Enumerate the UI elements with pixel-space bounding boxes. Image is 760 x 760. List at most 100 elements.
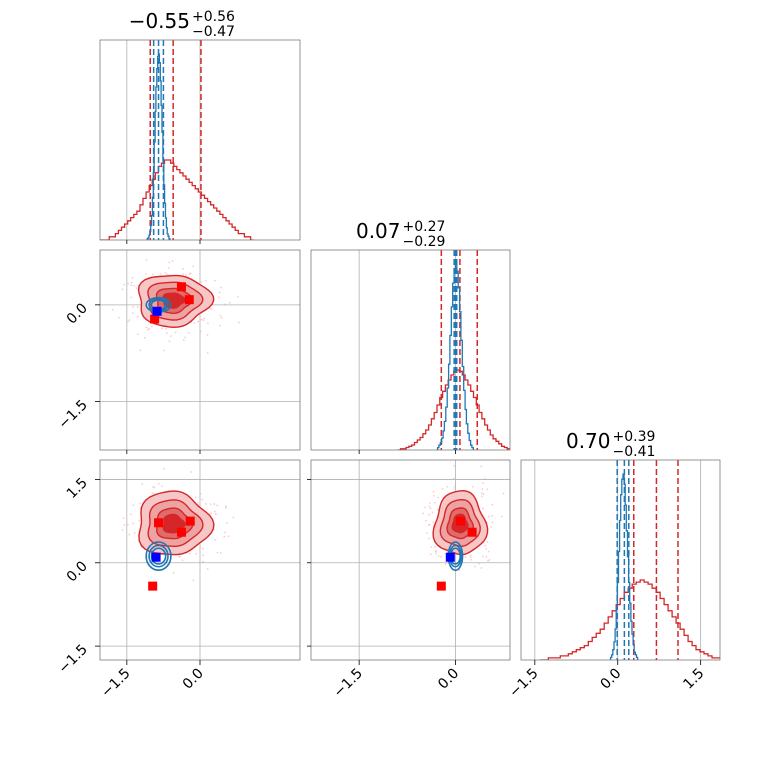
x-tick-label-0-0: −1.5 bbox=[98, 666, 133, 701]
blue-marker-0 bbox=[445, 552, 455, 562]
sample-point bbox=[480, 495, 483, 498]
blue-contour-1 bbox=[148, 544, 169, 568]
sample-point bbox=[219, 324, 221, 327]
sample-point bbox=[204, 503, 207, 505]
sample-point bbox=[215, 513, 217, 516]
blue-marker-0 bbox=[152, 306, 162, 316]
hist-frame-2 bbox=[520, 459, 721, 661]
sample-point bbox=[172, 571, 175, 574]
sample-point bbox=[434, 549, 437, 552]
sample-point bbox=[428, 505, 431, 508]
sample-point bbox=[194, 496, 197, 499]
sample-point bbox=[220, 317, 223, 319]
sample-point bbox=[200, 281, 203, 283]
sample-point bbox=[502, 492, 505, 495]
sample-point bbox=[206, 334, 209, 336]
sample-point bbox=[484, 544, 487, 547]
sample-point bbox=[165, 327, 167, 330]
sample-point bbox=[203, 317, 206, 320]
sample-point bbox=[224, 506, 227, 509]
sample-point bbox=[138, 519, 141, 522]
sample-point bbox=[210, 512, 213, 515]
sample-point bbox=[431, 511, 434, 514]
sample-point bbox=[135, 287, 138, 290]
sample-point bbox=[132, 312, 134, 315]
y-tick-label-2-1: 0.0 bbox=[64, 558, 91, 585]
title-minus-0: −0.47 bbox=[192, 24, 235, 40]
panel-2-0 bbox=[93, 460, 300, 660]
sample-point bbox=[93, 532, 95, 534]
x-tick-label-1-1: 0.0 bbox=[435, 666, 462, 693]
sample-point bbox=[188, 552, 191, 555]
sample-point bbox=[136, 306, 139, 308]
sample-point bbox=[425, 519, 428, 522]
sample-point bbox=[128, 533, 131, 536]
sample-point bbox=[454, 484, 457, 487]
sample-point bbox=[458, 569, 461, 572]
red-marker-1 bbox=[176, 282, 186, 292]
panel-frame-21 bbox=[310, 459, 511, 661]
sample-point bbox=[196, 501, 199, 504]
sample-point bbox=[193, 322, 196, 324]
sample-point bbox=[491, 503, 494, 506]
sample-point bbox=[486, 488, 489, 491]
sample-point bbox=[198, 478, 201, 481]
sample-point bbox=[484, 477, 486, 480]
x-tick-label-1-0: −1.5 bbox=[331, 666, 366, 701]
sample-point bbox=[491, 521, 494, 524]
sample-point bbox=[441, 487, 444, 490]
sample-point bbox=[446, 485, 449, 488]
sample-point bbox=[136, 333, 139, 336]
x-tick-label-2-2: 1.5 bbox=[680, 666, 707, 693]
sample-point bbox=[170, 335, 172, 338]
sample-point bbox=[444, 563, 447, 565]
sample-point bbox=[192, 579, 195, 582]
sample-point bbox=[145, 259, 148, 262]
sample-point bbox=[491, 515, 493, 517]
sample-point bbox=[424, 506, 427, 509]
sample-point bbox=[129, 513, 132, 516]
sample-point bbox=[144, 336, 146, 339]
sample-point bbox=[219, 552, 222, 554]
sample-point bbox=[130, 281, 133, 284]
sample-point bbox=[181, 559, 184, 562]
sample-point bbox=[482, 507, 485, 510]
title-plus-2: +0.39 bbox=[613, 429, 656, 445]
sample-point bbox=[139, 349, 142, 352]
sample-point bbox=[490, 526, 492, 528]
sample-point bbox=[214, 510, 216, 513]
sample-point bbox=[145, 273, 147, 275]
sample-point bbox=[488, 558, 491, 561]
sample-point bbox=[199, 546, 202, 549]
sample-point bbox=[202, 319, 205, 322]
sample-point bbox=[121, 288, 124, 291]
sample-point bbox=[126, 523, 129, 526]
red-marker-3 bbox=[185, 516, 195, 526]
blue-contour-0 bbox=[145, 541, 172, 572]
sample-point bbox=[132, 306, 135, 309]
sample-point bbox=[179, 555, 181, 558]
sample-point bbox=[190, 471, 193, 473]
sample-point bbox=[158, 482, 160, 485]
blue-histogram-0 bbox=[146, 53, 171, 240]
sample-point bbox=[166, 332, 168, 334]
sample-point bbox=[220, 286, 223, 289]
sample-point bbox=[206, 352, 209, 354]
hist-frame-1 bbox=[310, 249, 511, 451]
sample-point bbox=[218, 296, 220, 299]
panel-2-1 bbox=[311, 460, 510, 660]
panel-1-0 bbox=[100, 250, 300, 450]
sample-point bbox=[214, 279, 216, 282]
sample-point bbox=[132, 504, 135, 507]
sample-point bbox=[187, 331, 190, 334]
sample-point bbox=[206, 568, 209, 570]
sample-point bbox=[153, 492, 156, 495]
sample-point bbox=[480, 567, 483, 569]
sample-point bbox=[452, 477, 455, 480]
sample-point bbox=[428, 513, 431, 516]
sample-point bbox=[429, 553, 432, 555]
sample-point bbox=[429, 507, 432, 510]
sample-point bbox=[202, 547, 204, 550]
sample-point bbox=[218, 291, 221, 294]
red-marker-1 bbox=[456, 516, 466, 526]
